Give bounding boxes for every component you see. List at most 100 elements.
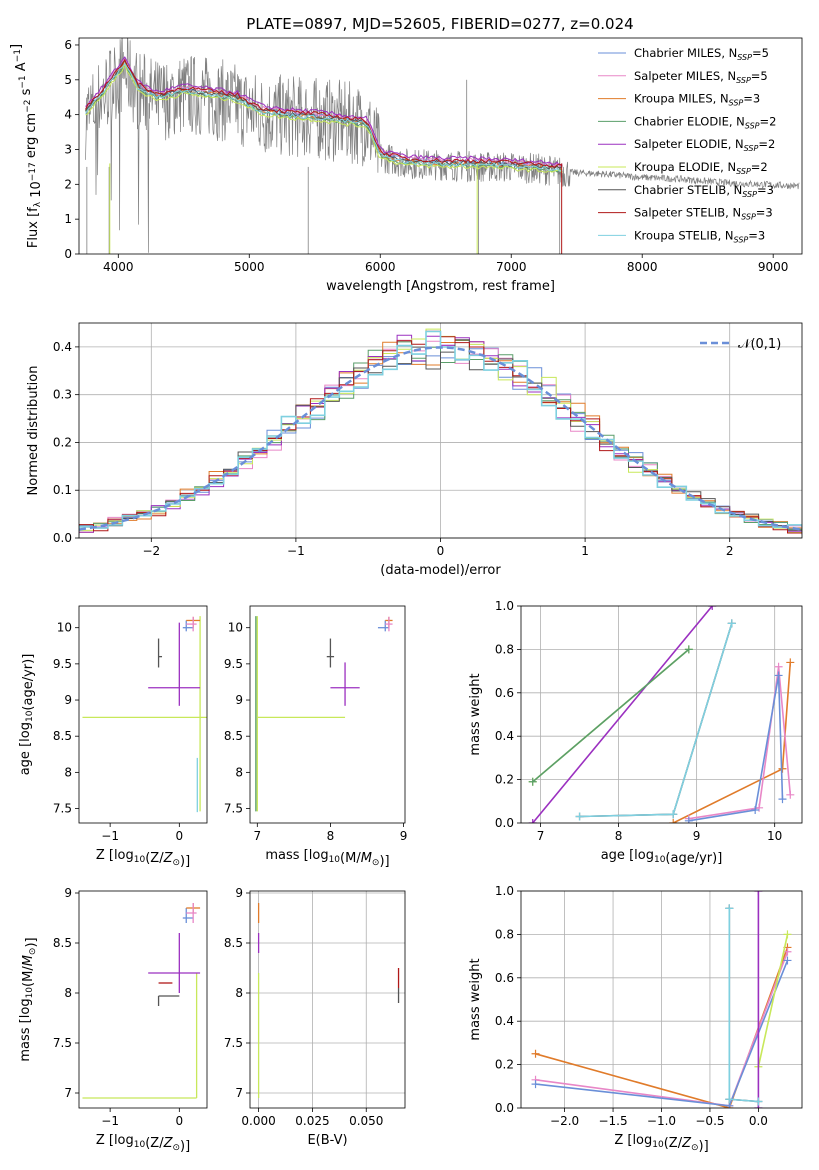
mass-weight-vs-z-panel: −2.0 −1.5 −1.0 −0.5 0.0 0.0 0.2 0.4 0.6 0.8 1.0 Z […	[468, 884, 803, 1154]
x-tick-label: 10	[767, 829, 782, 843]
y-tick-label: 8	[235, 765, 243, 779]
plot-frame	[78, 605, 208, 824]
x-axis-label: wavelength [Angstrom, rest frame]	[326, 279, 555, 294]
y-tick-label: 0.8	[495, 927, 514, 941]
weight-marker	[684, 816, 693, 823]
x-axis-label: E(B-V)	[307, 1133, 347, 1148]
weight-line	[532, 606, 713, 823]
y-tick-label: 8.5	[53, 936, 72, 950]
x-tick-label: 0.0	[749, 1114, 768, 1128]
weight-marker	[575, 812, 584, 821]
y-tick-label: 0.2	[495, 1058, 514, 1072]
x-axis-label: Z [log10(Z/Z⊙)]	[96, 1133, 190, 1154]
legend-label: Salpeter ELODIE, NSSP=2	[634, 137, 775, 153]
y-axis-label: age [log10(age/yr)]	[18, 654, 36, 776]
y-tick-label: 0.8	[495, 642, 514, 656]
y-tick-label: 7	[235, 1086, 243, 1100]
weight-marker	[783, 956, 792, 965]
weight-marker	[727, 619, 736, 628]
x-tick-label: 4000	[103, 260, 134, 274]
weight-line	[672, 662, 792, 823]
y-axis-label: Normed distribution	[26, 366, 41, 496]
y-tick-label: 8.5	[224, 729, 243, 743]
x-axis-label: (data-model)/error	[380, 563, 501, 578]
mass_weight_vs_Z-series	[531, 891, 792, 1108]
y-tick-label: 8.5	[224, 936, 243, 950]
y-tick-label: 0.4	[495, 1014, 514, 1028]
y-tick-label: 0.6	[495, 971, 514, 985]
x-axis-label: age [log10(age/yr)]	[601, 848, 723, 866]
x-tick-label: 6000	[365, 260, 396, 274]
y-tick-label: 8	[64, 765, 72, 779]
y-tick-label: 9.5	[53, 657, 72, 671]
y-tick-label: 10	[57, 621, 72, 635]
y-tick-label: 9.5	[224, 657, 243, 671]
x-tick-label: −1	[101, 829, 119, 843]
y-tick-label: 1	[64, 212, 72, 226]
x-tick-label: −1.0	[647, 1114, 676, 1128]
plot-frame	[78, 890, 208, 1109]
weight-marker	[528, 819, 537, 823]
y-tick-label: 0.4	[495, 729, 514, 743]
y-tick-label: 9	[235, 693, 243, 707]
weight-marker	[669, 819, 678, 823]
spectrum-model-line	[85, 58, 563, 168]
y-tick-label: 1.0	[495, 599, 514, 613]
x-tick-label: −2.0	[550, 1114, 579, 1128]
y-tick-label: 6	[64, 38, 72, 52]
weight-marker	[708, 606, 717, 610]
weight-marker	[783, 947, 792, 956]
weight-line	[688, 675, 784, 822]
x-tick-label: 1	[581, 544, 589, 558]
x-tick-label: 0.000	[241, 1114, 275, 1128]
weight-marker	[751, 805, 760, 814]
y-tick-label: 7.5	[224, 802, 243, 816]
x-tick-label: 0	[176, 1114, 184, 1128]
x-tick-label: 0	[176, 829, 184, 843]
y-tick-label: 5	[64, 73, 72, 87]
weight-marker	[754, 1097, 763, 1106]
y-axis-label: Flux [fλ 10−17 erg cm−2 s−1 A−1]	[9, 44, 44, 248]
age_vs_Z-errorbars	[82, 616, 207, 813]
y-axis-label: mass [log10(M/M⊙)]	[18, 937, 39, 1061]
x-tick-label: 8	[327, 829, 335, 843]
x-tick-label: 7	[537, 829, 545, 843]
x-tick-label: −1	[101, 1114, 119, 1128]
y-tick-label: 9	[64, 693, 72, 707]
x-axis-label: Z [log10(Z/Z⊙)]	[96, 848, 190, 869]
y-tick-label: 9	[235, 886, 243, 900]
mass_vs_ebv-errorbars	[257, 903, 400, 1098]
plot-frame	[78, 322, 803, 539]
y-tick-label: 8	[64, 986, 72, 1000]
x-tick-label: 0.025	[295, 1114, 329, 1128]
mass_weight_vs_age-series	[528, 606, 795, 823]
y-tick-label: 0	[64, 247, 72, 261]
plot-frame	[249, 890, 406, 1109]
weight-line	[757, 934, 789, 1067]
y-tick-label: 2	[64, 177, 72, 191]
weight-line	[532, 648, 690, 783]
y-tick-label: 7.5	[224, 1036, 243, 1050]
legend-label: Kroupa MILES, NSSP=3	[634, 92, 760, 108]
plot-frame	[520, 890, 803, 1109]
legend-label: Kroupa ELODIE, NSSP=2	[634, 160, 768, 176]
y-tick-label: 8	[235, 986, 243, 1000]
legend-label: Chabrier ELODIE, NSSP=2	[634, 114, 776, 130]
y-tick-label: 9	[64, 886, 72, 900]
y-tick-label: 10	[228, 621, 243, 635]
figure-title: PLATE=0897, MJD=52605, FIBERID=0277, z=0…	[246, 15, 633, 33]
spectrum-data-group	[85, 38, 800, 254]
y-tick-label: 3	[64, 142, 72, 156]
legend-label: Chabrier STELIB, NSSP=3	[634, 183, 774, 199]
age_vs_mass-errorbars	[255, 616, 393, 812]
legend-label: Kroupa STELIB, NSSP=3	[634, 228, 765, 244]
x-axis-label: Z [log10(Z/Z⊙)]	[614, 1133, 708, 1154]
y-tick-label: 1.0	[495, 884, 514, 898]
legend-label: Chabrier MILES, NSSP=5	[634, 46, 769, 62]
y-tick-label: 0.4	[53, 340, 72, 354]
x-tick-label: −1	[287, 544, 305, 558]
weight-marker	[774, 662, 783, 671]
spectrum-model-line	[85, 58, 563, 168]
weight-line	[579, 623, 733, 818]
